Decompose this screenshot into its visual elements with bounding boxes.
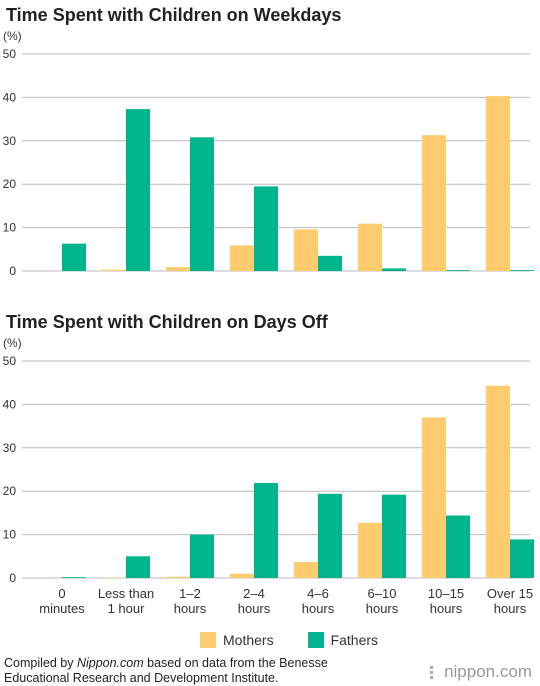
- bar-fathers-weekdays: [382, 268, 406, 271]
- bar-charts: (%)01020304050(%)010203040500minutesLess…: [3, 29, 534, 616]
- y-axis-unit-label: (%): [3, 29, 22, 43]
- y-tick-label: 30: [3, 134, 17, 148]
- source-name: Nippon.com: [76, 656, 144, 670]
- y-tick-label: 0: [9, 264, 16, 278]
- bar-mothers-weekdays: [486, 96, 510, 272]
- y-tick-label: 30: [3, 441, 17, 455]
- bar-fathers-weekdays: [254, 186, 278, 271]
- y-tick-label: 40: [3, 397, 17, 411]
- x-category-label: hours: [238, 601, 271, 616]
- bar-fathers-days-off: [446, 515, 470, 578]
- bar-fathers-weekdays: [126, 109, 150, 271]
- x-category-label: Over 15: [487, 586, 533, 601]
- bar-fathers-days-off: [254, 482, 278, 578]
- source-prefix: Compiled by: [4, 656, 77, 670]
- bar-mothers-days-off: [166, 576, 190, 578]
- brand-dot: .: [495, 662, 500, 681]
- bar-mothers-weekdays: [294, 229, 318, 271]
- bar-mothers-days-off: [422, 417, 446, 578]
- nippon-logo-icon: [430, 665, 440, 679]
- brand-logo: nippon. com: [430, 662, 532, 682]
- y-tick-label: 50: [3, 47, 17, 61]
- legend-label-fathers: Fathers: [330, 632, 379, 648]
- bar-mothers-weekdays: [102, 269, 126, 271]
- bar-mothers-weekdays: [422, 135, 446, 271]
- x-category-label: minutes: [39, 601, 85, 616]
- x-category-label: hours: [366, 601, 399, 616]
- x-category-label: hours: [430, 601, 463, 616]
- x-category-label: 1 hour: [108, 601, 146, 616]
- y-tick-label: 20: [3, 484, 17, 498]
- x-category-label: 4–6: [307, 586, 329, 601]
- bar-mothers-weekdays: [230, 245, 254, 271]
- source-note: Compiled by Nippon.com based on data fro…: [4, 656, 384, 686]
- bar-fathers-days-off: [190, 534, 214, 578]
- bar-mothers-weekdays: [358, 223, 382, 271]
- x-category-label: 0: [58, 586, 65, 601]
- chart-title-days-off: Time Spent with Children on Days Off: [6, 312, 328, 332]
- y-tick-label: 10: [3, 528, 17, 542]
- x-category-label: hours: [174, 601, 207, 616]
- fathers-swatch: [307, 632, 324, 648]
- x-category-label: Less than: [98, 586, 154, 601]
- legend-item-mothers: Mothers: [200, 632, 274, 648]
- bar-fathers-weekdays: [190, 137, 214, 271]
- chart-title-weekdays: Time Spent with Children on Weekdays: [6, 5, 342, 25]
- bar-mothers-days-off: [294, 561, 318, 578]
- x-category-label: 10–15: [428, 586, 464, 601]
- x-category-label: 1–2: [179, 586, 201, 601]
- bar-mothers-days-off: [486, 385, 510, 578]
- x-category-label: hours: [494, 601, 527, 616]
- brand-name: nippon: [444, 662, 496, 681]
- bar-fathers-weekdays: [318, 255, 342, 271]
- y-tick-label: 40: [3, 90, 17, 104]
- x-category-label: 6–10: [368, 586, 397, 601]
- bar-fathers-days-off: [382, 494, 406, 578]
- x-category-label: hours: [302, 601, 335, 616]
- legend: Mothers Fathers: [200, 632, 412, 648]
- brand-tld: com: [499, 662, 532, 681]
- bar-fathers-weekdays: [446, 270, 470, 271]
- legend-label-mothers: Mothers: [223, 632, 274, 648]
- bar-fathers-days-off: [318, 493, 342, 578]
- bar-mothers-weekdays: [166, 267, 190, 271]
- mothers-swatch: [200, 632, 216, 648]
- y-axis-unit-label: (%): [3, 336, 22, 350]
- bar-mothers-days-off: [230, 573, 254, 578]
- x-category-label: 2–4: [243, 586, 265, 601]
- bar-fathers-days-off: [62, 577, 86, 578]
- source-suffix: based on data from the Benesse Education…: [4, 656, 328, 685]
- y-tick-label: 0: [9, 571, 16, 585]
- bar-fathers-weekdays: [62, 243, 86, 271]
- y-tick-label: 50: [3, 354, 17, 368]
- bar-fathers-weekdays: [510, 270, 534, 271]
- y-tick-label: 20: [3, 177, 17, 191]
- bar-fathers-days-off: [126, 556, 150, 578]
- bar-mothers-days-off: [358, 522, 382, 578]
- legend-item-fathers: Fathers: [307, 632, 379, 648]
- y-tick-label: 10: [3, 221, 17, 235]
- bar-fathers-days-off: [510, 539, 534, 578]
